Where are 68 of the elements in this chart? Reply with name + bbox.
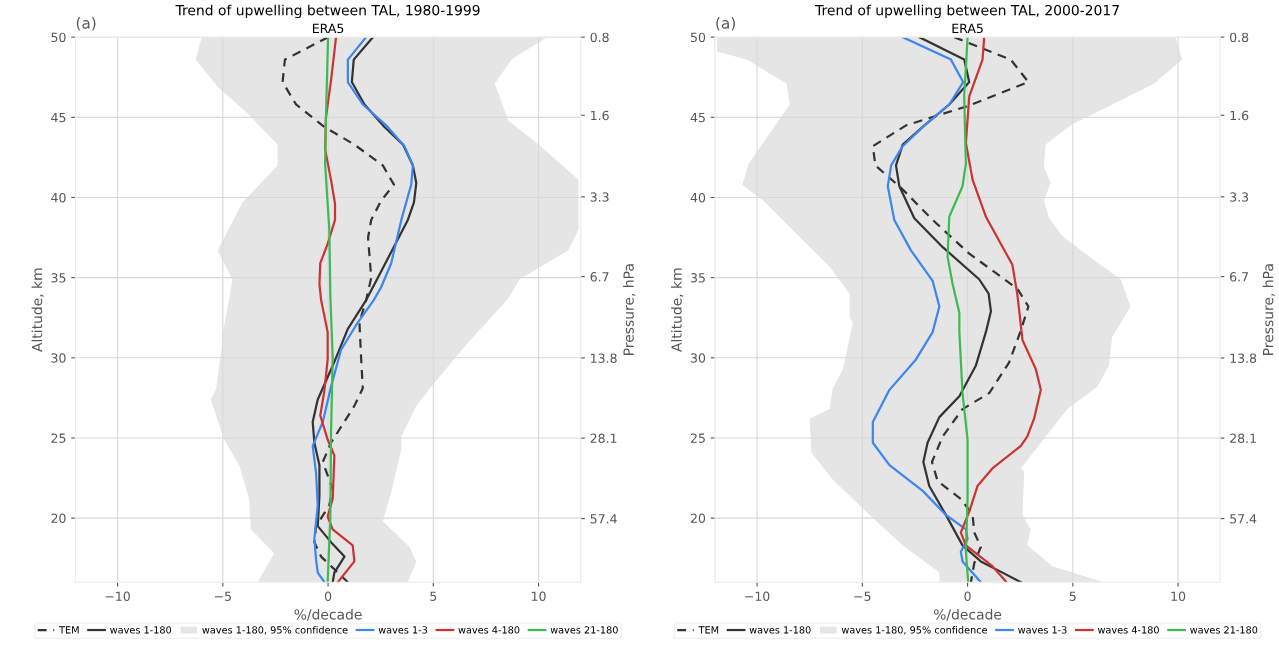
x-tick-label: 10 [531,591,546,601]
y2-axis-title: Pressure, hPa [623,264,636,355]
legend-label: waves 1-180 [749,626,811,634]
chart-title: Trend of upwelling between TAL, 1980-1999 [175,4,480,19]
y2-tick-label: 57.4 [1230,514,1257,524]
y-tick-label: 20 [690,513,706,524]
line-series [946,37,970,583]
y-axis-title: Altitude, km [31,268,44,352]
y2-tick-label: 13.8 [591,353,617,363]
legend-label: waves 1-3 [1018,626,1067,634]
y2-tick-label: 3.3 [590,192,609,202]
legend-label: waves 21-180 [550,626,618,634]
legend-label: waves 1-180, 95% confidence [841,626,988,635]
x-axis-title: %/decade [933,608,1002,621]
chart-title: Trend of upwelling between TAL, 2000-2017 [815,4,1119,19]
y-tick-label: 45 [690,112,705,123]
y2-tick-label: 28.1 [1230,433,1256,444]
x-axis-title: %/decade [294,608,362,621]
line-series [871,37,982,583]
legend-label: waves 1-180 [110,626,172,634]
text: (a) [716,16,735,31]
y2-axis-title: Pressure, hPa [1262,264,1275,355]
y2-tick-label: 6.7 [1230,272,1248,282]
chart-subtitle: ERA5 [313,23,344,34]
x-tick-label: 0 [964,591,971,601]
legend-label: waves 21-180 [1190,626,1258,634]
y-tick-label: 25 [690,433,705,443]
y-axis-title: Altitude, km [671,268,684,352]
y-tick-label: 35 [690,273,705,283]
y-tick-label: 45 [51,112,66,123]
y2-tick-label: 0.8 [1230,32,1249,43]
chart-subtitle: ERA5 [952,23,983,34]
line-series [959,37,1042,583]
y-tick-label: 20 [51,513,66,524]
y2-tick-label: 6.7 [590,272,609,282]
y-tick-label: 50 [690,32,706,43]
y2-tick-label: 0.8 [590,32,609,43]
legend-label: waves 4-180 [1097,626,1159,634]
x-tick-label: −10 [745,591,770,601]
legend-label: TEM [698,626,719,634]
y2-tick-label: 3.3 [1230,192,1249,202]
y-tick-label: 40 [690,192,706,203]
x-tick-label: −10 [105,591,130,601]
x-tick-label: 0 [324,591,332,601]
y-tick-label: 30 [690,353,706,363]
x-tick-label: 5 [430,591,437,601]
x-tick-label: 5 [1069,591,1076,601]
y2-tick-label: 28.1 [590,433,617,444]
y-tick-label: 40 [51,192,66,203]
legend-label: waves 1-3 [378,626,428,634]
y2-tick-label: 13.8 [1230,353,1257,363]
legend-label: waves 4-180 [458,626,520,634]
text: (a) [76,16,96,31]
x-tick-label: 10 [1171,591,1186,601]
y-tick-label: 25 [51,433,66,443]
line-series [324,37,334,583]
y2-tick-label: 1.6 [1230,110,1249,121]
y2-tick-label: 1.6 [591,110,609,121]
y-tick-label: 50 [51,32,66,43]
legend-label: TEM [59,626,79,634]
y-tick-label: 35 [51,273,66,283]
x-tick-label: −5 [854,591,871,601]
y-tick-label: 30 [51,353,66,363]
line-series [318,37,356,583]
line-series [871,37,1030,583]
legend-label: waves 1-180, 95% confidence [202,626,348,635]
x-tick-label: −5 [214,591,231,601]
y2-tick-label: 57.4 [590,514,617,524]
